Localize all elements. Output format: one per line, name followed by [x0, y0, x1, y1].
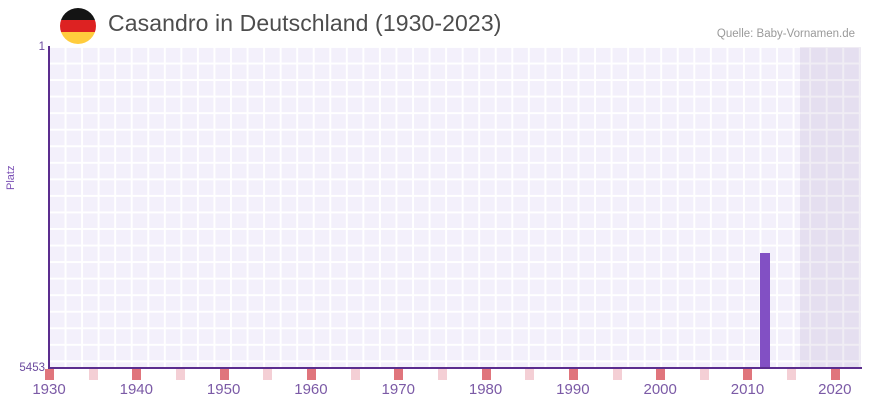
x-axis-tick-label-1970: 1970 — [381, 381, 415, 398]
x-axis-tick-label-1950: 1950 — [206, 381, 241, 398]
x-axis-tick-label-2010: 2010 — [730, 381, 765, 398]
y-axis-tick-label: 5453 — [19, 362, 45, 374]
x-tick-mark-1940 — [132, 369, 142, 380]
x-tick-mark-2015 — [787, 369, 797, 380]
x-tick-mark-1945 — [175, 369, 185, 380]
x-tick-mark-2020 — [830, 369, 840, 380]
x-axis-tick-label-2000: 2000 — [643, 381, 677, 398]
x-tick-mark-1970 — [394, 369, 404, 380]
x-tick-mark-1930 — [45, 369, 54, 380]
x-tick-mark-1960 — [306, 369, 316, 380]
page-title: Casandro in Deutschland (1930-2023) — [108, 10, 502, 36]
y-axis-tick-label: 1 — [38, 41, 45, 53]
x-tick-mark-1950 — [219, 369, 229, 380]
grid-lines — [49, 47, 861, 368]
x-axis-line — [48, 367, 862, 369]
x-tick-mark-1935 — [88, 369, 98, 380]
y-axis-line — [48, 46, 50, 369]
x-tick-mark-1980 — [481, 369, 491, 380]
x-tick-mark-1990 — [568, 369, 578, 380]
plot-area — [49, 47, 861, 368]
x-tick-mark-2000 — [656, 369, 666, 380]
y-axis-title: Platz — [5, 165, 17, 190]
german-flag-icon — [60, 8, 96, 44]
x-axis-tick-label-1940: 1940 — [119, 381, 153, 398]
shaded-region — [799, 47, 861, 368]
x-axis-tick-label-1980: 1980 — [468, 381, 503, 398]
x-axis-tick-label-1930: 1930 — [32, 381, 66, 398]
x-tick-mark-1965 — [350, 369, 360, 380]
x-tick-mark-1975 — [437, 369, 447, 380]
x-tick-mark-1995 — [612, 369, 622, 380]
chart-header: Casandro in Deutschland (1930-2023) Quel… — [0, 0, 873, 46]
x-tick-mark-1985 — [525, 369, 535, 380]
bar-2012 — [759, 253, 770, 368]
x-tick-mark-1955 — [263, 369, 273, 380]
source-attribution: Quelle: Baby-Vornamen.de — [716, 28, 855, 40]
x-axis-tick-label-2020: 2020 — [818, 381, 852, 398]
x-tick-mark-2010 — [743, 369, 753, 380]
x-tick-mark-2005 — [699, 369, 709, 380]
x-axis-tick-label-1960: 1960 — [294, 381, 328, 398]
x-axis-tick-label-1990: 1990 — [556, 381, 590, 398]
